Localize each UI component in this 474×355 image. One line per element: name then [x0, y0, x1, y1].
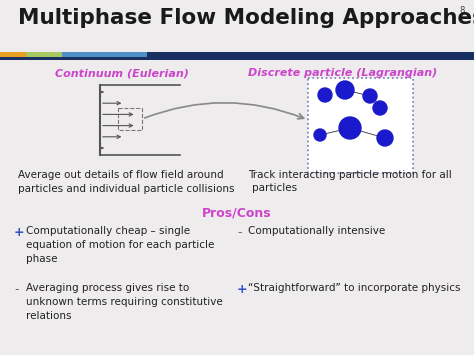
Circle shape — [314, 129, 326, 141]
Text: Computationally cheap – single
equation of motion for each particle
phase: Computationally cheap – single equation … — [26, 226, 214, 264]
Text: Discrete particle (Lagrangian): Discrete particle (Lagrangian) — [248, 68, 437, 78]
Text: Averaging process gives rise to
unknown terms requiring constitutive
relations: Averaging process gives rise to unknown … — [26, 283, 223, 321]
Circle shape — [377, 130, 393, 146]
Text: -: - — [237, 226, 241, 239]
Circle shape — [339, 117, 361, 139]
Circle shape — [336, 81, 354, 99]
Bar — [147, 52, 474, 57]
Bar — [62, 52, 147, 57]
Bar — [0, 52, 26, 57]
Text: Computationally intensive: Computationally intensive — [248, 226, 385, 236]
Text: -: - — [14, 283, 18, 296]
Text: 8: 8 — [460, 6, 465, 15]
Text: “Straightforward” to incorporate physics: “Straightforward” to incorporate physics — [248, 283, 461, 293]
Text: Track interacting particle motion for all: Track interacting particle motion for al… — [248, 170, 452, 180]
Text: +: + — [237, 283, 247, 296]
Bar — [118, 108, 142, 130]
Text: particles: particles — [253, 183, 298, 193]
Circle shape — [373, 101, 387, 115]
Text: Average out details of flow field around
particles and individual particle colli: Average out details of flow field around… — [18, 170, 235, 194]
Bar — [0, 57, 474, 60]
Bar — [26, 52, 62, 57]
FancyArrowPatch shape — [145, 103, 304, 119]
Circle shape — [318, 88, 332, 102]
Circle shape — [363, 89, 377, 103]
Text: Continuum (Eulerian): Continuum (Eulerian) — [55, 68, 189, 78]
Bar — [308, 78, 413, 173]
Text: Pros/Cons: Pros/Cons — [202, 207, 272, 220]
Text: Multiphase Flow Modeling Approaches: Multiphase Flow Modeling Approaches — [18, 8, 474, 28]
Text: +: + — [14, 226, 25, 239]
